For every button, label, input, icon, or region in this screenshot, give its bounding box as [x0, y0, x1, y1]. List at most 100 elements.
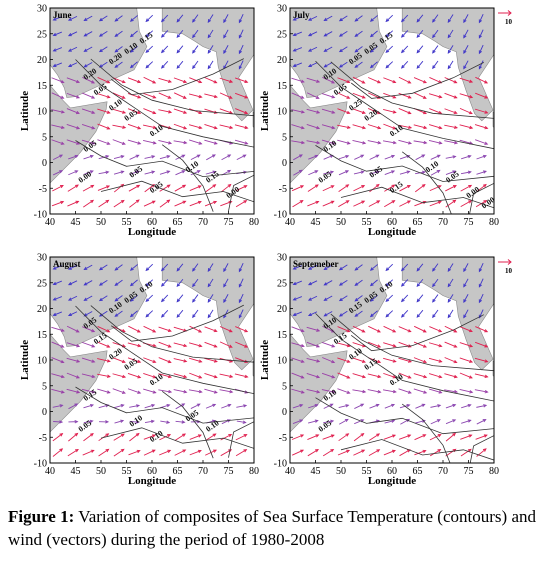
wind-vector	[398, 76, 411, 84]
wind-vector	[113, 184, 124, 193]
x-tick-label: 65	[173, 217, 183, 228]
wind-vector	[368, 325, 381, 333]
wind-vector	[306, 389, 320, 393]
y-tick-label: 5	[282, 381, 287, 392]
wind-vector	[51, 92, 64, 99]
wind-vector	[413, 325, 427, 333]
wind-vector	[82, 449, 94, 456]
y-tick-label: 20	[37, 304, 47, 315]
wind-vector	[176, 278, 184, 287]
wind-vector	[52, 170, 63, 176]
wind-vector	[432, 45, 439, 54]
contour-line	[228, 174, 254, 212]
wind-vector	[323, 420, 334, 424]
wind-vector	[338, 433, 349, 442]
wind-vector	[338, 170, 349, 176]
wind-vector	[176, 263, 184, 272]
wind-vector	[384, 420, 395, 424]
x-tick-label: 55	[362, 217, 372, 228]
wind-vector	[413, 357, 427, 363]
wind-vector	[474, 124, 488, 129]
wind-vector	[416, 263, 424, 272]
wind-vector	[175, 403, 185, 410]
y-tick-label: -5	[39, 184, 47, 195]
y-tick-label: 0	[42, 407, 47, 418]
wind-vector	[384, 184, 395, 192]
contour-line	[401, 151, 452, 214]
wind-vector	[113, 448, 125, 457]
wind-vector	[459, 389, 473, 393]
wind-vector	[369, 184, 380, 193]
wind-vector	[430, 419, 441, 425]
wind-vector	[444, 140, 458, 144]
wind-vector	[385, 45, 394, 53]
wind-vector	[189, 434, 202, 440]
wind-vector	[367, 373, 381, 378]
wind-vector	[53, 296, 62, 301]
wind-vector	[192, 14, 199, 23]
wind-vector	[53, 62, 62, 67]
wind-vector	[367, 341, 381, 348]
wind-vector	[352, 76, 365, 84]
wind-vector	[459, 93, 473, 98]
wind-vector	[383, 92, 396, 99]
wind-vector	[159, 434, 171, 441]
wind-vector	[159, 449, 171, 456]
wind-vector	[447, 309, 454, 318]
wind-vector	[51, 341, 64, 348]
wind-vector	[321, 124, 335, 129]
wind-vector	[145, 14, 154, 22]
x-tick-label: 45	[71, 217, 81, 228]
wind-vector	[291, 372, 304, 379]
x-tick-label: 75	[464, 217, 474, 228]
wind-vector	[398, 139, 412, 144]
contour-label: 0.00	[464, 185, 481, 200]
y-tick-label: 0	[282, 158, 287, 169]
wind-vector	[398, 108, 411, 114]
wind-vector	[306, 341, 320, 348]
wind-vector	[67, 184, 79, 192]
contour-line	[330, 313, 494, 372]
wind-vector	[129, 404, 140, 408]
wind-vector	[219, 341, 233, 348]
wind-vector	[293, 62, 302, 67]
wind-vector	[82, 92, 95, 99]
wind-vector	[234, 139, 248, 145]
contour-line	[330, 61, 494, 119]
wind-vector	[476, 448, 487, 457]
wind-vector	[127, 123, 141, 130]
wind-vector	[220, 449, 232, 457]
wind-vector	[99, 61, 108, 68]
wind-vector	[68, 311, 78, 316]
wind-vector	[401, 294, 409, 302]
x-tick-label: 80	[249, 217, 259, 228]
x-tick-label: 75	[224, 466, 234, 477]
y-tick-label: 0	[282, 407, 287, 418]
wind-vector	[476, 419, 486, 425]
wind-vector	[204, 326, 217, 332]
wind-vector	[445, 185, 457, 192]
x-tick-label: 40	[45, 217, 55, 228]
wind-vector	[322, 185, 334, 192]
july-month-label: July	[293, 10, 310, 20]
wind-vector	[401, 45, 409, 53]
wind-vector	[175, 170, 185, 176]
wind-vector	[113, 404, 124, 409]
wind-vector	[460, 185, 472, 192]
june-wind-vectors	[51, 14, 249, 208]
wind-vector	[238, 60, 244, 69]
contour-line	[110, 58, 244, 96]
contour-line	[350, 62, 484, 99]
wind-vector	[53, 265, 62, 270]
wind-vector	[475, 76, 488, 84]
contour-label: 0.05	[122, 108, 139, 123]
wind-vector	[158, 77, 172, 83]
wind-vector	[416, 45, 424, 53]
wind-vector	[220, 184, 231, 193]
wind-vector	[354, 15, 363, 22]
wind-vector	[98, 449, 109, 457]
wind-vector	[99, 30, 108, 37]
wind-vector	[144, 420, 154, 423]
contour-line	[315, 397, 494, 435]
wind-vector	[204, 139, 218, 145]
